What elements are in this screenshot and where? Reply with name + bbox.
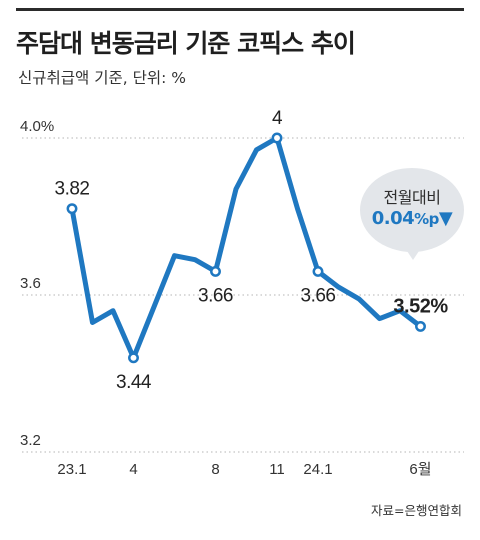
data-point-marker	[271, 132, 283, 144]
data-point-marker	[210, 266, 221, 277]
top-rule	[16, 8, 464, 11]
y-tick-label: 4.0%	[20, 118, 54, 135]
callout-tail	[405, 248, 421, 260]
chart-subtitle: 신규취급액 기준, 단위: %	[18, 69, 186, 87]
data-point-marker	[66, 203, 78, 215]
down-arrow-icon: ▼	[438, 208, 453, 229]
y-tick-label: 3.6	[20, 275, 41, 292]
series-line	[69, 135, 423, 361]
x-tick-label: 6월	[409, 461, 431, 478]
y-tick-label: 3.2	[20, 432, 41, 449]
callout-value-row: 0.04%p▼	[360, 208, 464, 229]
x-tick-label: 8	[211, 461, 219, 478]
data-point-marker	[128, 352, 139, 364]
callout-value: 0.04	[371, 208, 415, 229]
data-label: 3.82	[55, 179, 90, 200]
data-label: 3.52%	[393, 295, 448, 317]
chart-title: 주담대 변동금리 기준 코픽스 추이	[16, 29, 356, 58]
x-tick-label: 4	[129, 461, 137, 478]
x-tick-label: 23.1	[57, 461, 86, 478]
x-tick-label: 24.1	[303, 461, 332, 478]
callout-unit: %p	[414, 210, 439, 228]
x-tick-label: 11	[269, 461, 285, 478]
data-point-marker	[312, 266, 324, 277]
source-note: 자료=은행연합회	[371, 503, 462, 518]
data-label: 3.66	[301, 285, 336, 306]
data-label: 3.66	[198, 285, 233, 306]
data-label: 4	[272, 108, 283, 129]
data-point-marker	[415, 320, 426, 332]
callout-bubble	[360, 168, 464, 252]
callout-label: 전월대비	[383, 188, 441, 207]
change-callout: 전월대비 0.04%p▼	[360, 168, 464, 266]
data-label: 3.44	[116, 372, 152, 393]
